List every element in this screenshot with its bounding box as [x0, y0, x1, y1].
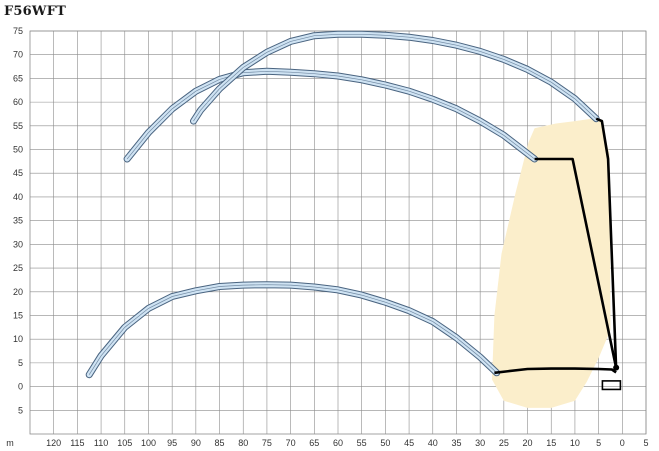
x-tick-label: 80	[238, 438, 248, 448]
y-tick-label: 55	[13, 121, 23, 131]
x-tick-label: 40	[428, 438, 438, 448]
x-tick-label: 95	[167, 438, 177, 448]
jet-centerline-1	[88, 284, 497, 375]
x-tick-label: 5	[596, 438, 601, 448]
x-tick-label: 110	[94, 438, 108, 448]
y-tick-label: 45	[13, 168, 23, 178]
y-tick-label: 20	[13, 287, 23, 297]
x-tick-label: 0	[620, 438, 625, 448]
x-tick-label: 120	[46, 438, 61, 448]
x-tick-label: 50	[380, 438, 390, 448]
x-tick-label: 115	[70, 438, 84, 448]
x-tick-label: 25	[499, 438, 509, 448]
y-tick-label: 5	[18, 405, 23, 415]
x-tick-label: 105	[117, 438, 132, 448]
y-tick-label: 30	[13, 239, 23, 249]
x-unit-label: m	[6, 438, 14, 448]
y-tick-label: 15	[13, 310, 23, 320]
boom-2	[534, 157, 618, 368]
x-tick-label: 45	[404, 438, 414, 448]
x-tick-label: 5	[643, 438, 648, 448]
y-tick-label: 50	[13, 145, 23, 155]
y-tick-label: 10	[13, 334, 23, 344]
jet-centerline-2	[126, 70, 535, 160]
operating-zone	[492, 118, 611, 408]
truck-base	[601, 380, 622, 391]
x-tick-label: 85	[215, 438, 225, 448]
x-tick-label: 65	[309, 438, 319, 448]
x-tick-label: 30	[475, 438, 485, 448]
boom-pivot	[613, 364, 620, 371]
boom-3	[595, 117, 618, 368]
x-tick-label: 70	[286, 438, 296, 448]
x-tick-label: 100	[141, 438, 156, 448]
y-tick-label: 25	[13, 263, 23, 273]
x-tick-label: 60	[333, 438, 343, 448]
y-tick-label: 0	[18, 382, 23, 392]
chart-title: F56WFT	[4, 4, 67, 19]
y-tick-label: 70	[13, 50, 23, 60]
y-tick-label: 40	[13, 192, 23, 202]
x-tick-label: 35	[451, 438, 461, 448]
y-tick-label: 35	[13, 216, 23, 226]
x-tick-label: 90	[191, 438, 201, 448]
x-tick-label: 10	[570, 438, 580, 448]
x-tick-label: 20	[523, 438, 533, 448]
x-tick-label: 75	[262, 438, 272, 448]
x-tick-label: 15	[546, 438, 556, 448]
x-tick-label: 55	[357, 438, 367, 448]
jet-centerline-3	[193, 33, 597, 122]
y-tick-label: 75	[13, 26, 23, 36]
y-tick-label: 65	[13, 73, 23, 83]
boom-1	[494, 367, 617, 375]
y-tick-label: 60	[13, 97, 23, 107]
y-tick-label: 5	[18, 358, 23, 368]
